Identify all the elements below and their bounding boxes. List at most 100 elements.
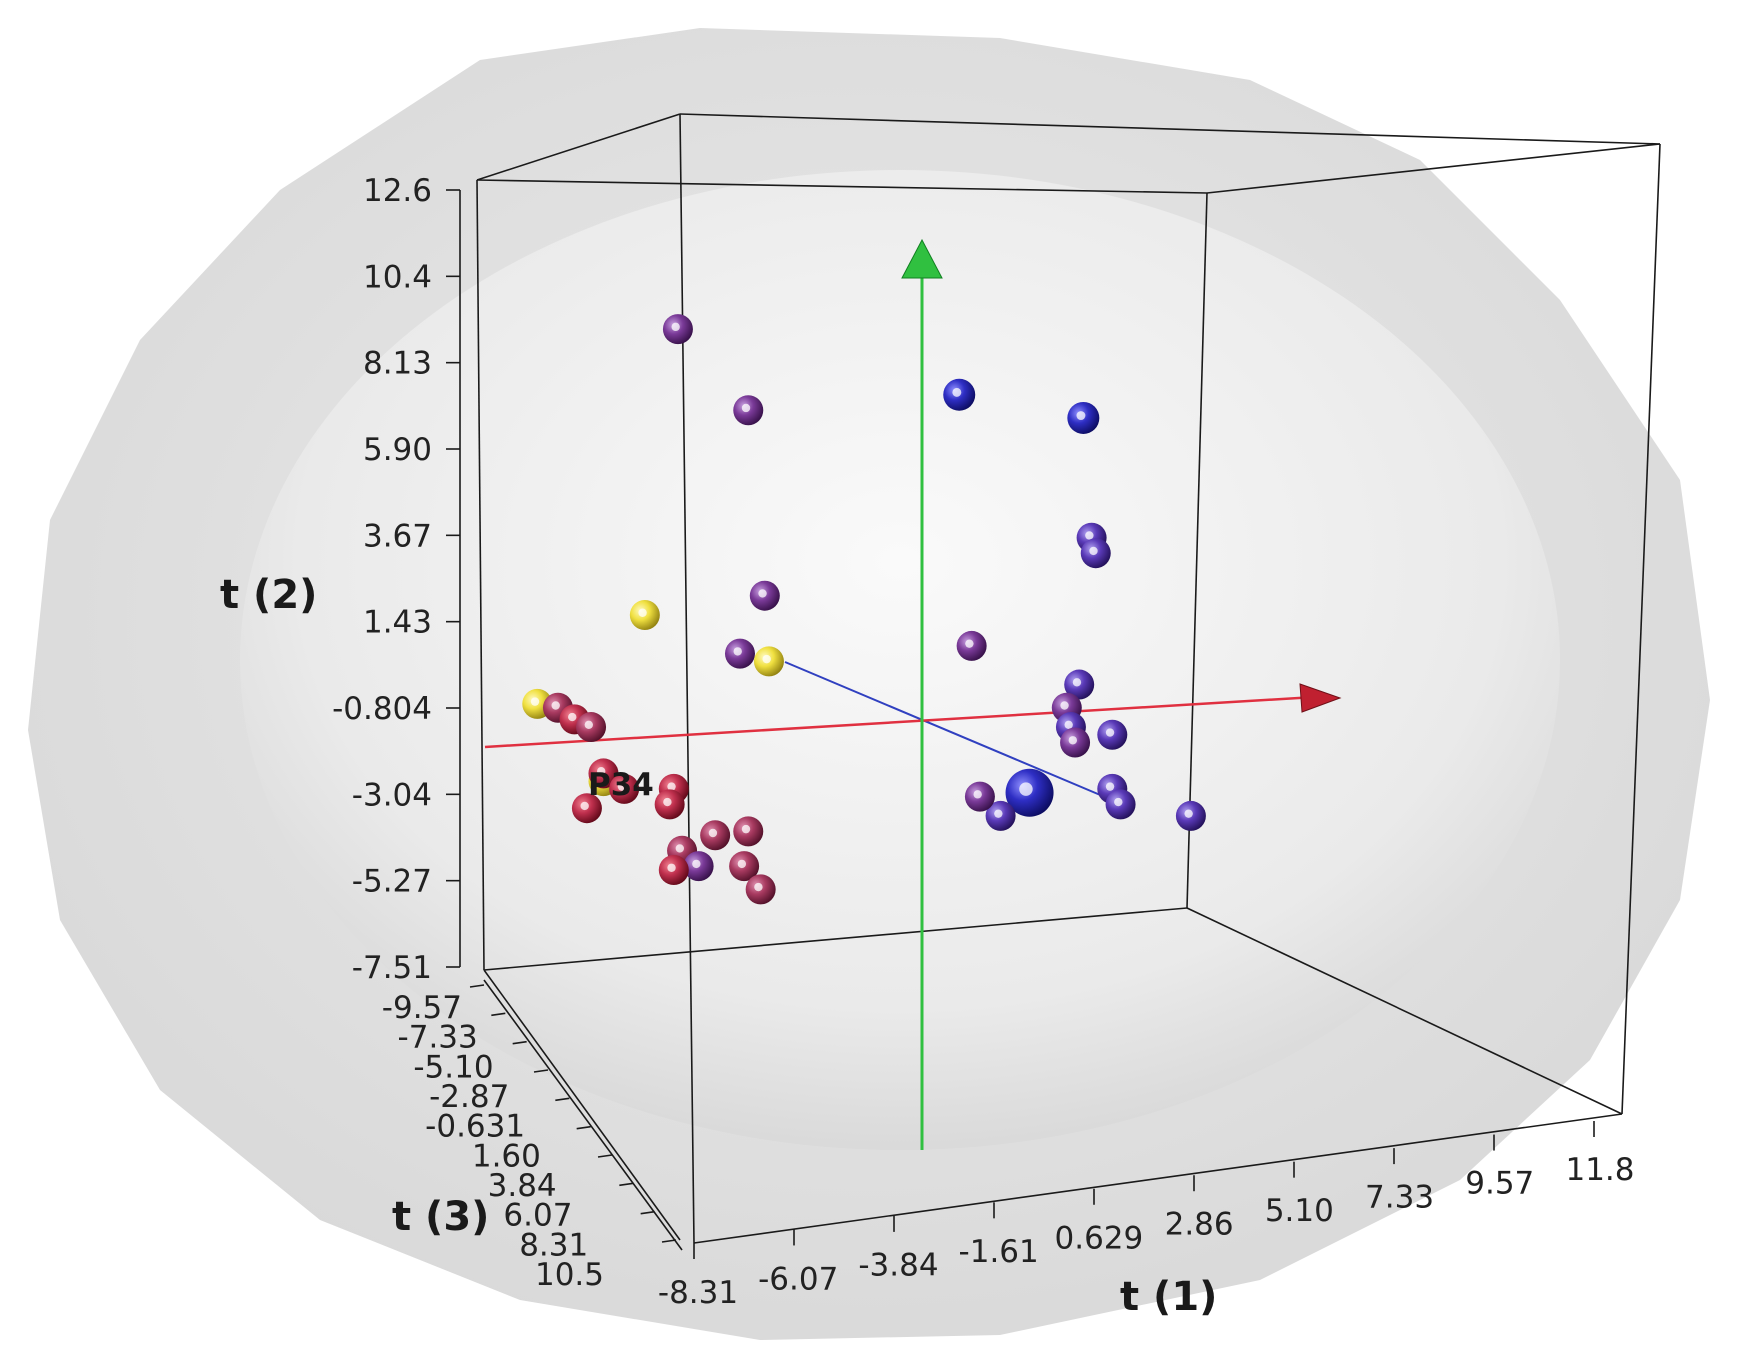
z-tick-label: 3.84 <box>488 1168 557 1204</box>
data-point-highlight <box>584 720 594 730</box>
data-point-highlight <box>1114 797 1123 807</box>
data-point-highlight <box>1060 701 1069 710</box>
data-point <box>1064 669 1095 700</box>
data-point-highlight <box>1089 546 1098 556</box>
y-tick-label: -5.27 <box>352 864 432 900</box>
inner-confidence-ellipsoid <box>240 170 1560 1150</box>
z-tick-mark <box>597 1154 613 1158</box>
z-tick-label: -7.33 <box>398 1020 478 1056</box>
data-point-highlight <box>758 589 767 598</box>
data-point <box>1105 789 1136 820</box>
z-tick-label: 10.5 <box>535 1257 604 1293</box>
z-axis-title: t (3) <box>392 1194 489 1240</box>
data-point-highlight <box>1076 411 1086 421</box>
annotated-point-label: P34 <box>588 767 654 803</box>
data-point <box>753 646 784 677</box>
data-point-highlight <box>1072 678 1082 687</box>
y-axis-title: t (2) <box>220 572 317 618</box>
data-point-highlight <box>733 647 742 656</box>
y-tick-label: -7.51 <box>352 950 432 986</box>
data-point-highlight <box>1105 728 1115 737</box>
x-tick-label: -1.61 <box>959 1234 1039 1270</box>
data-point <box>576 712 607 743</box>
data-point-highlight <box>1085 531 1094 540</box>
data-point <box>1060 727 1091 758</box>
data-point-highlight <box>617 782 627 791</box>
data-point <box>1175 800 1206 831</box>
z-tick-mark <box>491 1012 506 1017</box>
z-tick-label: 1.60 <box>472 1138 541 1174</box>
data-point-highlight <box>671 322 680 332</box>
loading-line <box>784 661 1106 798</box>
data-point-highlight <box>638 608 647 617</box>
data-point-highlight <box>551 701 560 710</box>
y-tick-label: 10.4 <box>363 259 432 295</box>
z-tick-mark <box>661 1239 677 1243</box>
data-point-highlight <box>1064 720 1073 730</box>
data-point-highlight <box>1105 782 1115 791</box>
data-point-highlight <box>754 882 763 892</box>
data-point-highlight <box>568 712 577 722</box>
y-tick-label: 1.43 <box>363 605 432 641</box>
data-point-highlight <box>692 859 701 869</box>
data-point-highlight <box>667 863 676 872</box>
x-tick-label: -6.07 <box>758 1261 838 1297</box>
data-point <box>943 378 976 411</box>
data-point <box>733 816 764 847</box>
y-tick-label: 3.67 <box>363 518 432 554</box>
data-point-highlight <box>741 824 751 834</box>
data-point <box>985 800 1016 831</box>
data-point-highlight <box>741 403 751 413</box>
x-tick-label: 11.8 <box>1565 1152 1634 1188</box>
z-tick-mark <box>640 1210 655 1215</box>
data-point-highlight <box>994 809 1003 818</box>
data-point <box>1097 719 1128 750</box>
z-tick-mark <box>469 984 485 988</box>
z-axis: -9.57-7.33-5.10-2.87-0.6311.603.846.078.… <box>382 984 677 1293</box>
data-point <box>1080 538 1111 569</box>
data-point <box>724 638 755 669</box>
data-point <box>571 793 602 824</box>
data-point-highlight <box>965 639 974 648</box>
x-tick-label: -3.84 <box>858 1248 938 1284</box>
data-point-highlight <box>667 782 676 791</box>
data-point-highlight <box>1019 782 1033 796</box>
data-point-highlight <box>597 766 606 776</box>
z-tick-mark <box>555 1097 570 1102</box>
data-point <box>609 773 640 804</box>
y-tick-label: -0.804 <box>332 691 432 727</box>
y-tick-label: 12.6 <box>363 173 432 209</box>
z-tick-label: 6.07 <box>503 1198 572 1234</box>
data-point-highlight <box>530 697 540 706</box>
data-point-highlight <box>973 790 982 799</box>
z-tick-mark <box>576 1125 591 1130</box>
x-tick-label: 0.629 <box>1055 1220 1144 1256</box>
x-axis-arrow <box>484 683 1342 749</box>
data-point <box>749 580 780 611</box>
data-point <box>956 630 987 661</box>
data-point-highlight <box>952 387 962 397</box>
data-point-highlight <box>762 654 771 664</box>
y-tick-label: -3.04 <box>352 777 432 813</box>
data-point-highlight <box>1068 736 1078 745</box>
x-tick-label: 7.33 <box>1365 1179 1434 1215</box>
data-point <box>629 600 660 631</box>
data-point <box>683 851 714 882</box>
z-tick-mark <box>533 1069 549 1073</box>
data-point <box>700 820 731 851</box>
z-tick-label: -2.87 <box>429 1079 509 1115</box>
bounding-box <box>476 113 1661 1251</box>
data-point-highlight <box>737 859 747 869</box>
data-point <box>658 855 689 886</box>
data-point <box>1005 768 1054 817</box>
z-tick-label: 8.31 <box>519 1227 588 1263</box>
z-tick-mark <box>619 1182 634 1187</box>
y-axis: 12.6 10.4 8.13 5.90 3.67 1.43 -0.804 -3.04 -5.27… <box>332 173 461 986</box>
data-point-highlight <box>708 828 718 838</box>
data-point <box>588 758 619 789</box>
data-point <box>729 851 760 882</box>
x-tick-label: 2.86 <box>1165 1207 1234 1243</box>
z-tick-label: -5.10 <box>413 1049 493 1085</box>
data-point <box>662 314 693 345</box>
